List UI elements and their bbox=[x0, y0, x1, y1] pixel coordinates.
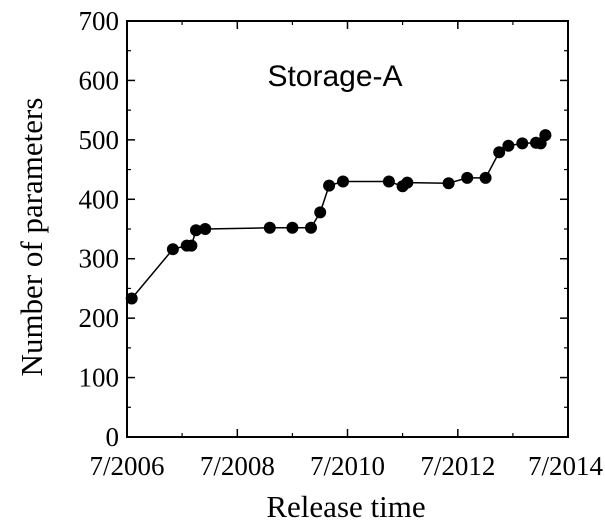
data-point bbox=[382, 175, 395, 188]
data-point bbox=[286, 221, 299, 234]
data-point bbox=[190, 224, 202, 237]
data-points bbox=[125, 129, 552, 305]
x-axis-title: Release time bbox=[266, 489, 425, 524]
data-point bbox=[516, 137, 529, 150]
data-point bbox=[185, 239, 198, 252]
data-point bbox=[199, 223, 212, 235]
data-point bbox=[305, 221, 317, 234]
data-point bbox=[461, 171, 474, 184]
x-tick-label: 7/2008 bbox=[200, 451, 275, 481]
data-point bbox=[493, 146, 506, 159]
x-tick-label: 7/2014 bbox=[528, 451, 604, 481]
y-tick-label: 100 bbox=[79, 363, 120, 393]
x-tick-label: 7/2012 bbox=[420, 451, 495, 481]
y-tick-label: 400 bbox=[79, 184, 120, 214]
data-point bbox=[314, 206, 327, 219]
y-tick-label: 500 bbox=[79, 125, 120, 155]
x-tick-label: 7/2006 bbox=[89, 451, 164, 481]
x-axis-ticks: 7/2006 7/2008 7/2010 7/2012 7/2014 bbox=[89, 21, 603, 481]
data-point bbox=[442, 177, 455, 190]
data-point bbox=[263, 221, 276, 234]
y-tick-label: 300 bbox=[79, 244, 120, 274]
y-tick-label: 0 bbox=[106, 422, 120, 452]
x-tick-label: 7/2010 bbox=[310, 451, 385, 481]
data-point bbox=[323, 179, 336, 192]
data-point bbox=[166, 243, 179, 256]
chart-annotation: Storage-A bbox=[267, 60, 402, 93]
y-tick-label: 200 bbox=[79, 303, 120, 333]
data-point bbox=[337, 175, 349, 188]
y-axis-title: Number of parameters bbox=[14, 98, 49, 377]
y-tick-label: 600 bbox=[79, 65, 120, 95]
y-axis-ticks: 0 100 200 300 400 500 600 700 bbox=[79, 6, 568, 452]
data-point bbox=[479, 171, 492, 184]
series-polyline bbox=[131, 134, 547, 299]
series-line bbox=[131, 134, 547, 299]
data-point bbox=[502, 139, 515, 152]
y-tick-label: 700 bbox=[79, 6, 120, 36]
data-point bbox=[401, 176, 414, 189]
data-point bbox=[539, 129, 552, 142]
data-point bbox=[125, 292, 138, 305]
